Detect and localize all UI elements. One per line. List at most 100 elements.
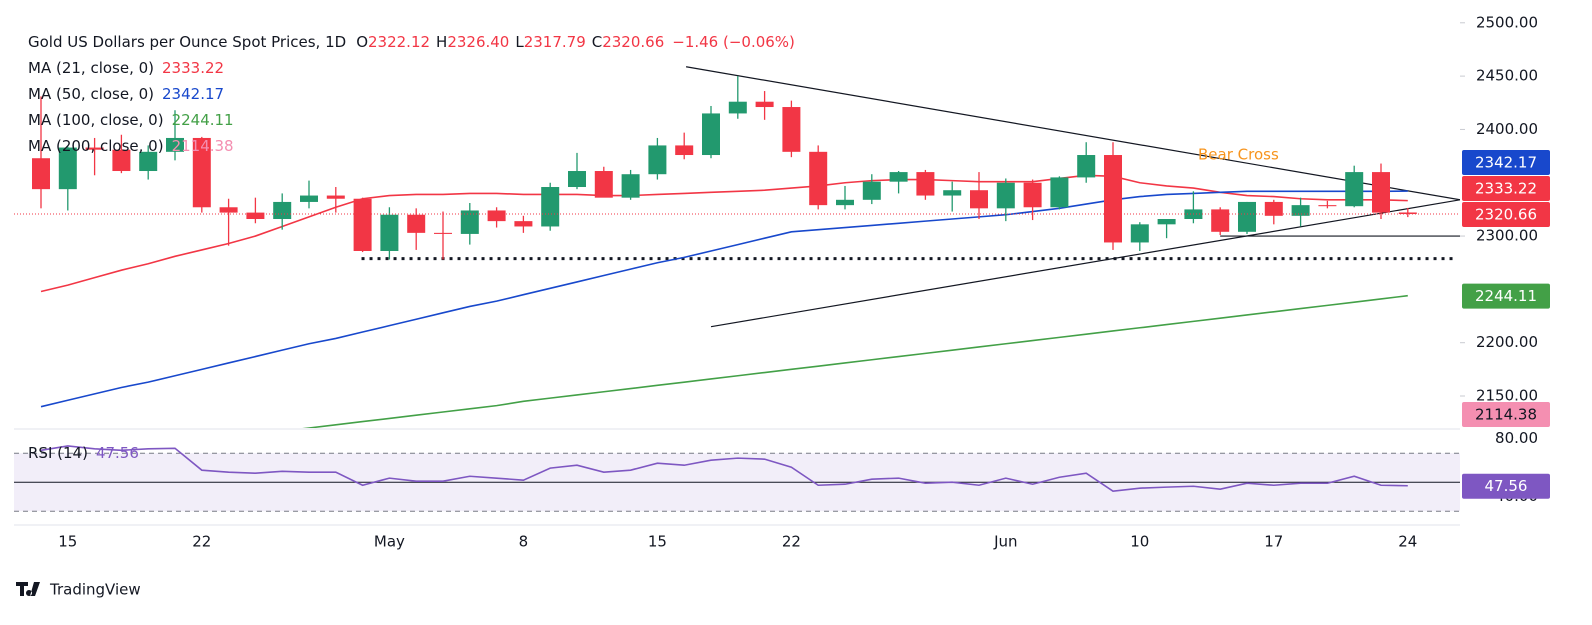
- ohlc-key: L: [515, 33, 524, 51]
- legend-entry: MA (200, close, 0) 2114.38: [28, 137, 234, 155]
- ohlc-key: H: [436, 33, 447, 51]
- legend-name: MA (21, close, 0): [28, 59, 154, 77]
- y-tick-label: 2500.00: [1476, 13, 1538, 31]
- candle-body: [996, 182, 1015, 209]
- candle-body: [326, 195, 345, 199]
- legend-value: 2333.22: [162, 59, 224, 77]
- candle-body: [514, 221, 533, 227]
- candle-body: [1238, 201, 1256, 232]
- y-tick-label: 2300.00: [1476, 227, 1538, 245]
- candle-body: [1318, 205, 1337, 207]
- legend-value: 2342.17: [162, 85, 224, 103]
- price-pane: [14, 66, 1460, 428]
- header: Gold US Dollars per Ounce Spot Prices, 1…: [28, 33, 795, 51]
- candle-body: [192, 137, 211, 208]
- trend-line: [685, 66, 1460, 201]
- x-tick-label: 17: [1264, 533, 1283, 551]
- ohlc-value: 2317.79: [524, 33, 586, 51]
- candle-body: [675, 145, 694, 156]
- candle-body: [219, 207, 238, 213]
- candle-body: [836, 199, 854, 206]
- candle-body: [702, 113, 720, 156]
- candle-body: [1077, 155, 1096, 178]
- candle-body: [273, 201, 292, 219]
- y-tick-label: 2450.00: [1476, 67, 1538, 85]
- x-tick-label: 22: [192, 533, 211, 551]
- legend-name: MA (200, close, 0): [28, 137, 164, 155]
- candle-body: [782, 107, 801, 152]
- legend-name: RSI (14): [28, 444, 88, 462]
- change: −1.46 (−0.06%): [672, 33, 795, 51]
- candle-body: [1023, 182, 1042, 208]
- candle-body: [487, 210, 506, 222]
- price-badge: [1462, 150, 1550, 176]
- candle-body: [594, 171, 613, 198]
- annotation: Bear Cross: [1198, 146, 1279, 164]
- candle-body: [970, 190, 988, 209]
- legend-entry: MA (50, close, 0) 2342.17: [28, 85, 224, 103]
- legend-value: 2244.11: [172, 111, 234, 129]
- moving-average: [40, 190, 1408, 408]
- price-badge-label: 2342.17: [1475, 154, 1537, 172]
- candle-body: [166, 137, 184, 152]
- x-tick-label: 22: [782, 533, 801, 551]
- candle-body: [353, 198, 372, 251]
- candle-body: [434, 232, 452, 234]
- y-tick-label: 2400.00: [1476, 120, 1538, 138]
- candle-body: [1130, 224, 1149, 243]
- price-badge-label: 2320.66: [1475, 206, 1537, 224]
- price-badge-label: 2333.22: [1475, 180, 1537, 198]
- candle-body: [728, 101, 747, 114]
- legend-name: MA (100, close, 0): [28, 111, 164, 129]
- y-tick-label: 2150.00: [1476, 387, 1538, 405]
- legend-value: 47.56: [96, 444, 139, 462]
- candle-body: [1157, 219, 1176, 225]
- y-tick-label: 2200.00: [1476, 333, 1538, 351]
- candle-body: [139, 151, 158, 172]
- price-badge: [1462, 202, 1550, 228]
- ohlc-value: 2326.40: [447, 33, 509, 51]
- x-tick-label: 10: [1130, 533, 1149, 551]
- ohlc-key: O: [356, 33, 368, 51]
- candle-body: [1345, 172, 1364, 207]
- ohlc-key: C: [592, 33, 602, 51]
- legend-value: 2114.38: [172, 137, 234, 155]
- candle-body: [621, 174, 640, 198]
- overlay: 15 22 May 8 15 22 Jun 10 17 24 2500.00 2450.00 2400.…: [58, 13, 1550, 551]
- candle-body: [1264, 201, 1283, 216]
- price-badge: [1462, 473, 1550, 499]
- x-tick-label: Jun: [993, 533, 1017, 551]
- candle-body: [460, 210, 479, 234]
- candle-body: [755, 101, 774, 108]
- x-tick-label: 8: [519, 533, 529, 551]
- candle-body: [1398, 212, 1417, 215]
- candle-body: [1050, 177, 1069, 208]
- price-badge-label: 47.56: [1485, 477, 1528, 495]
- moving-average: [40, 174, 1408, 293]
- y-tick-label: 80.00: [1495, 429, 1538, 447]
- candle-body: [246, 212, 265, 219]
- candle-body: [112, 149, 131, 172]
- x-tick-label: May: [374, 533, 405, 551]
- candle-body: [648, 145, 667, 175]
- candle-body: [58, 147, 77, 190]
- candle-body: [32, 158, 50, 190]
- rsi-pane: [14, 445, 1460, 512]
- price-badge-label: 2244.11: [1475, 287, 1537, 305]
- candle-body: [916, 172, 935, 196]
- price-badge: [1462, 283, 1550, 309]
- candle-body: [300, 195, 318, 202]
- candle-body: [1291, 205, 1310, 216]
- trend-line: [710, 199, 1460, 328]
- legend: MA (21, close, 0) 2333.22 MA (50, close, 0…: [28, 59, 234, 462]
- candle-body: [1372, 172, 1390, 213]
- legend-entry: MA (21, close, 0) 2333.22: [28, 59, 224, 77]
- candle-body: [1104, 155, 1122, 243]
- price-badge: [1462, 402, 1550, 427]
- symbol-title: Gold US Dollars per Ounce Spot Prices, 1…: [28, 33, 346, 51]
- x-tick-label: 15: [648, 533, 667, 551]
- rsi-legend: RSI (14) 47.56: [28, 444, 139, 462]
- price-badge-label: 2114.38: [1475, 406, 1537, 424]
- candle-body: [943, 190, 962, 196]
